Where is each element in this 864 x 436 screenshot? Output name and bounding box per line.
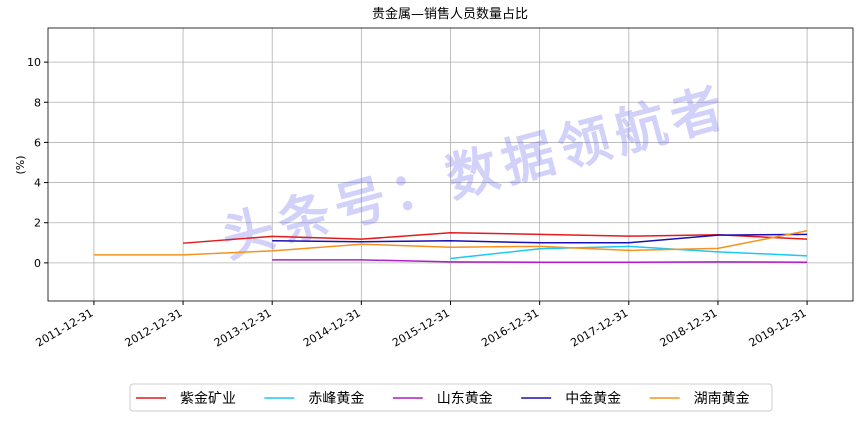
y-tick-label: 2 <box>34 217 41 230</box>
x-tick-label: 2012-12-31 <box>123 306 185 349</box>
x-tick-label: 2016-12-31 <box>479 306 541 349</box>
x-tick-label: 2018-12-31 <box>658 306 720 349</box>
x-tick-label: 2011-12-31 <box>34 306 96 349</box>
legend-label: 紫金矿业 <box>180 391 236 407</box>
x-tick-label: 2019-12-31 <box>747 306 809 349</box>
x-tick-label: 2017-12-31 <box>568 306 630 349</box>
y-tick-label: 10 <box>27 56 41 69</box>
y-tick-label: 6 <box>34 136 41 149</box>
y-tick-label: 0 <box>34 257 41 270</box>
legend-label: 山东黄金 <box>437 390 493 407</box>
x-tick-label: 2013-12-31 <box>212 306 274 349</box>
y-tick-label: 8 <box>34 96 41 109</box>
legend-label: 湖南黄金 <box>694 390 750 407</box>
series-line <box>272 259 808 264</box>
x-tick-label: 2014-12-31 <box>301 306 363 349</box>
legend-label: 赤峰黄金 <box>308 390 364 407</box>
series-line <box>272 233 808 244</box>
chart-title: 贵金属—销售人员数量占比 <box>372 6 528 22</box>
series-line <box>450 245 808 260</box>
series-line <box>183 231 808 244</box>
plot-frame <box>47 27 854 302</box>
legend-label: 中金黄金 <box>565 390 621 407</box>
legend-box <box>129 383 773 412</box>
x-tick-label: 2015-12-31 <box>390 306 452 349</box>
y-axis-label: (%) <box>14 155 27 174</box>
y-tick-label: 4 <box>34 177 41 190</box>
series-line <box>93 230 808 256</box>
